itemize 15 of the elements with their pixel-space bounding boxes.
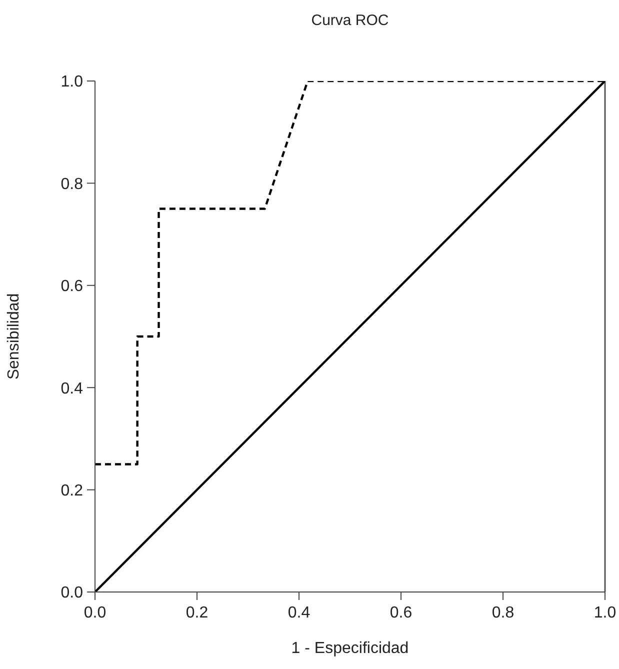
y-tick-label: 0.2 (60, 482, 84, 500)
x-tick-label: 0.0 (84, 604, 106, 622)
x-tick-label: 0.4 (288, 604, 310, 622)
y-tick-label: 0.0 (60, 584, 84, 602)
x-tick-label: 0.8 (492, 604, 514, 622)
y-tick-label: 0.6 (60, 278, 84, 296)
y-tick-label: 0.4 (60, 380, 84, 398)
y-tick-label: 1.0 (60, 74, 84, 91)
x-tick-label: 0.2 (186, 604, 208, 622)
x-tick-label: 1.0 (594, 604, 616, 622)
chart-title: Curva ROC (310, 12, 390, 29)
y-tick-label: 0.8 (60, 176, 84, 193)
x-tick-label: 0.6 (390, 604, 412, 622)
y-axis-title: Sensibilidad (6, 293, 23, 380)
x-axis-title: 1 - Especificidad (291, 640, 409, 657)
